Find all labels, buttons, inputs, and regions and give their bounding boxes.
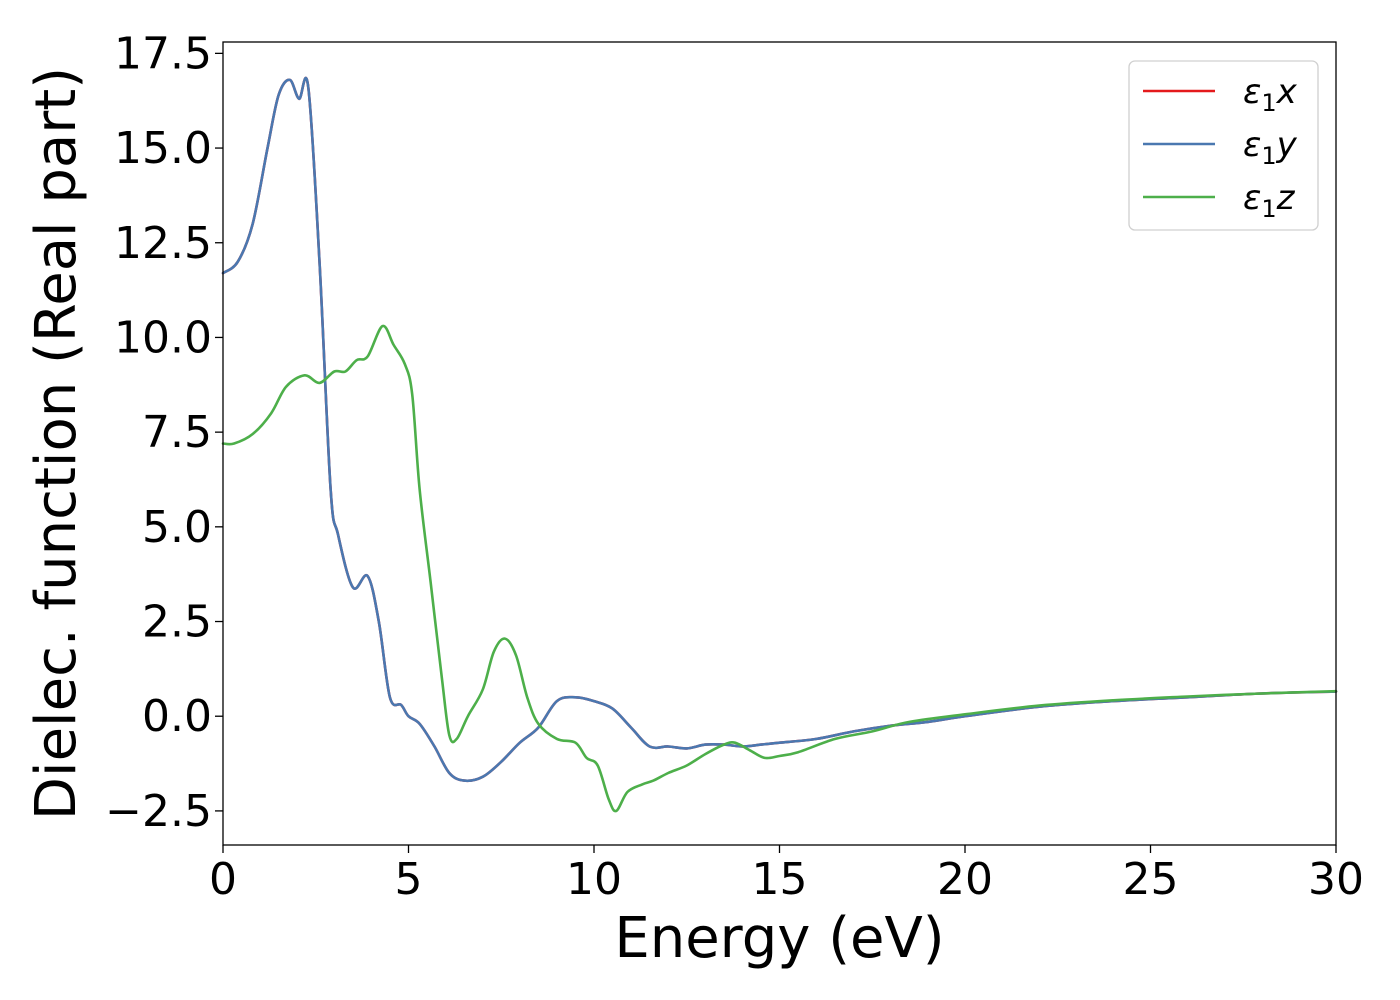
y-tick-label: 17.5 [114, 28, 212, 79]
x-tick-label: 15 [752, 854, 808, 905]
y-tick-label: 0.0 [142, 691, 212, 742]
x-tick-label: 25 [1123, 854, 1179, 905]
series-layer [221, 76, 1338, 813]
y-tick-label: 10.0 [114, 312, 212, 363]
y-tick-label: −2.5 [105, 786, 212, 837]
x-tick-label: 20 [937, 854, 993, 905]
legend-box [1128, 60, 1319, 231]
x-tick-label: 30 [1308, 854, 1364, 905]
x-axis: 0 5 10 15 20 25 30 [209, 845, 1364, 905]
y-tick-label: 12.5 [114, 218, 212, 269]
series-line-z [221, 324, 1338, 813]
y-axis: −2.5 0.0 2.5 5.0 7.5 10.0 12.5 15.0 17.5 [105, 28, 223, 837]
legend: ε1x ε1y ε1z [1128, 60, 1319, 231]
x-tick-label: 0 [209, 854, 237, 905]
x-axis-label: Energy (eV) [614, 906, 944, 971]
y-tick-label: 15.0 [114, 123, 212, 174]
legend-label-z: ε1z [1243, 178, 1296, 223]
x-tick-label: 5 [395, 854, 423, 905]
y-axis-label: Dielec. function (Real part) [24, 67, 89, 820]
legend-label-y: ε1y [1243, 125, 1298, 170]
y-tick-label: 5.0 [142, 502, 212, 553]
x-tick-label: 10 [566, 854, 622, 905]
y-tick-label: 2.5 [142, 597, 212, 648]
y-tick-label: 7.5 [142, 407, 212, 458]
legend-label-x: ε1x [1243, 72, 1298, 117]
series-line-y [221, 76, 1338, 783]
